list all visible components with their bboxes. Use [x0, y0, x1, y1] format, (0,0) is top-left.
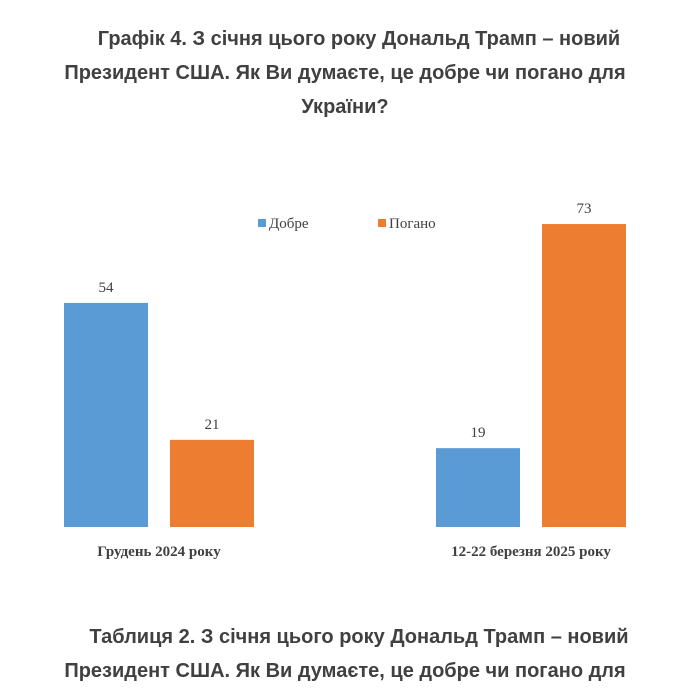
bar: [64, 302, 148, 527]
data-label: 21: [205, 417, 220, 433]
table-heading-line: Таблиця 2. З січня цього року Дональд Тр…: [89, 626, 629, 648]
legend-label: Погано: [389, 216, 436, 232]
bar: [436, 448, 520, 527]
legend-label: Добре: [269, 216, 309, 232]
bar: [170, 439, 254, 527]
data-label: 73: [577, 201, 592, 217]
chart-data-labels: 54 21 19 73: [99, 201, 592, 441]
bar: [542, 224, 626, 528]
chart-category-labels: Грудень 2024 року 12-22 березня 2025 року: [97, 544, 611, 560]
chart-title-line: Президент США. Як Ви думаєте, це добре ч…: [64, 62, 626, 84]
chart-title-line: Графік 4. З січня цього року Дональд Тра…: [97, 28, 621, 50]
table-heading-line: Президент США. Як Ви думаєте, це добре ч…: [64, 660, 626, 682]
chart-title-line: України?: [301, 96, 389, 118]
chart-bars: [64, 224, 626, 528]
table-heading: Таблиця 2. З січня цього року Дональд Тр…: [0, 620, 690, 688]
data-label: 54: [99, 280, 115, 296]
legend-swatch-2: [378, 219, 386, 227]
bar-chart: Добре Погано 54 21 19 73 Грудень 2024 року 12…: [64, 201, 626, 560]
legend-swatch-1: [258, 219, 266, 227]
data-label: 19: [471, 425, 486, 441]
chart-legend: Добре Погано: [258, 216, 436, 232]
category-label: Грудень 2024 року: [97, 544, 221, 560]
category-label: 12-22 березня 2025 року: [451, 544, 611, 560]
chart-title: Графік 4. З січня цього року Дональд Тра…: [0, 22, 690, 124]
